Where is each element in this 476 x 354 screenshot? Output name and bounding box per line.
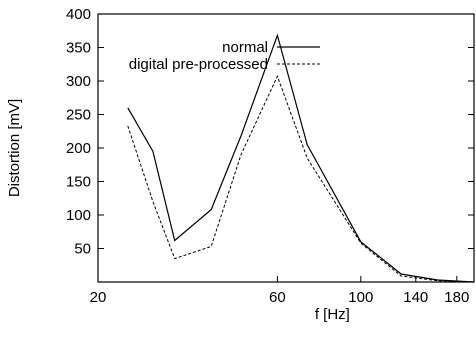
y-tick-label: 150 bbox=[66, 174, 91, 191]
series-line-normal bbox=[127, 33, 475, 283]
y-tick-label: 50 bbox=[74, 241, 91, 258]
x-tick-label: 60 bbox=[269, 289, 286, 306]
x-tick-label: 20 bbox=[90, 289, 107, 306]
plot-frame bbox=[97, 13, 475, 283]
x-tick-label: 180 bbox=[444, 289, 469, 306]
y-tick-label: 400 bbox=[66, 6, 91, 23]
y-tick-label: 250 bbox=[66, 107, 91, 124]
y-tick-label: 300 bbox=[66, 73, 91, 90]
x-tick-label: 140 bbox=[403, 289, 428, 306]
x-tick-label: 100 bbox=[348, 289, 373, 306]
series-line-digital-pre-processed bbox=[127, 74, 475, 283]
y-tick-label: 200 bbox=[66, 140, 91, 157]
y-tick-label: 350 bbox=[66, 40, 91, 57]
legend-label: normal bbox=[222, 39, 268, 56]
x-axis-label: f [Hz] bbox=[315, 306, 350, 323]
y-axis-label: Distortion [mV] bbox=[6, 99, 23, 197]
legend-label: digital pre-processed bbox=[129, 56, 268, 73]
y-tick-label: 100 bbox=[66, 207, 91, 224]
